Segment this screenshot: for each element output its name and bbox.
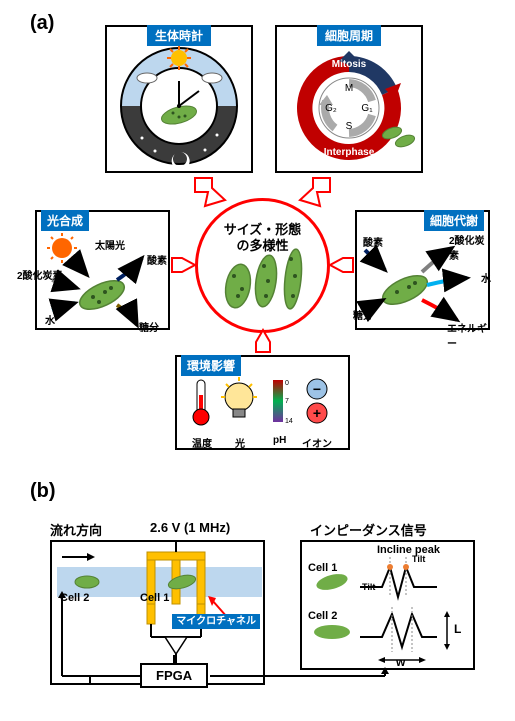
metab-sugar: 糖分 [353, 307, 373, 322]
env-light: 光 [235, 435, 245, 450]
panel-env: 環境影響 0 7 14 − + 温度 光 pH イオン [175, 355, 350, 450]
svg-text:14: 14 [285, 418, 293, 425]
photo-water: 水 [45, 312, 55, 327]
panel-photo-title: 光合成 [41, 210, 89, 231]
photo-co2: 2酸化炭素 [17, 267, 63, 282]
center-ring: サイズ・形態 の多様性 [195, 198, 330, 333]
photo-o2: 酸素 [147, 252, 167, 267]
w-label: w [396, 655, 405, 669]
panel-env-title: 環境影響 [181, 355, 241, 376]
panel-metab-title: 細胞代謝 [424, 210, 484, 231]
metab-water: 水 [481, 270, 491, 285]
env-temp: 温度 [192, 435, 212, 450]
panel-photo: 光合成 太陽光 2酸化炭素 水 酸素 糖分 [35, 210, 170, 330]
svg-text:Interphase: Interphase [324, 147, 375, 158]
tilt1: Tilt [362, 582, 375, 592]
photo-sunlight: 太陽光 [95, 237, 125, 252]
voltage-label: 2.6 V (1 MHz) [150, 520, 230, 535]
svg-text:S: S [346, 121, 353, 132]
cell2-right: Cell 2 [308, 610, 337, 622]
cell1-left: Cell 1 [140, 592, 169, 604]
svg-text:7: 7 [285, 398, 289, 405]
photo-sugar: 糖分 [139, 319, 159, 334]
svg-text:Mitosis: Mitosis [332, 59, 367, 70]
center-cells [198, 201, 327, 330]
micro-label: マイクロチャネル [176, 616, 256, 627]
svg-text:G₁: G₁ [361, 103, 373, 114]
svg-text:0: 0 [285, 380, 289, 387]
env-ph: pH [273, 435, 286, 446]
figure-label-a: (a) [30, 12, 54, 35]
cycle-diagram: Mitosis Interphase M G₂ S G₁ [277, 43, 421, 173]
panel-metab: 細胞代謝 酸素 糖分 2酸化炭素 水 エネルギー [355, 210, 490, 330]
panel-cycle: 細胞周期 Mitosis Interphase M G₂ S G₁ [275, 25, 423, 173]
fpga-box: FPGA [140, 663, 208, 688]
impedance-label: インピーダンス信号 [310, 520, 427, 539]
clock-diagram [107, 43, 251, 173]
svg-text:M: M [345, 83, 353, 94]
metab-energy: エネルギー [447, 320, 488, 350]
micro-box: マイクロチャネル [172, 614, 260, 629]
svg-text:G₂: G₂ [325, 103, 337, 114]
cell1-right: Cell 1 [308, 562, 337, 574]
signal-box: Incline peak Tilt Tilt Cell 1 Cell 2 L w [300, 540, 475, 670]
flow-dir-label: 流れ方向 [50, 520, 102, 539]
figure-label-b: (b) [30, 480, 56, 503]
metab-o2: 酸素 [363, 234, 383, 249]
svg-text:+: + [313, 405, 321, 421]
L-label: L [454, 622, 461, 636]
env-ion: イオン [302, 435, 332, 450]
tilt2: Tilt [412, 554, 425, 564]
incline-label: Incline peak [377, 544, 440, 556]
panel-clock: 生体時計 [105, 25, 253, 173]
cell2-left: Cell 2 [60, 592, 89, 604]
metab-co2: 2酸化炭素 [449, 232, 488, 262]
svg-text:−: − [313, 381, 321, 397]
